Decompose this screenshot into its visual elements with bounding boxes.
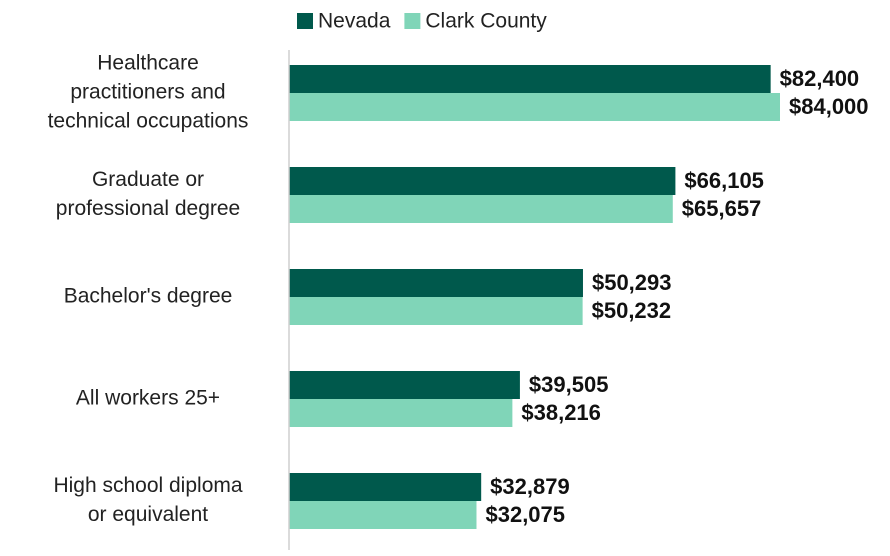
category-label: High school diploma bbox=[53, 474, 242, 497]
category-label: Bachelor's degree bbox=[64, 285, 233, 308]
legend-label: Clark County bbox=[425, 10, 547, 33]
category-label: All workers 25+ bbox=[76, 387, 220, 410]
category-label: Graduate or bbox=[92, 168, 204, 191]
category-label: professional degree bbox=[56, 197, 240, 220]
bar bbox=[289, 269, 583, 297]
value-label: $82,400 bbox=[780, 66, 860, 91]
value-label: $32,879 bbox=[490, 474, 570, 499]
value-label: $39,505 bbox=[529, 372, 609, 397]
category-label: practitioners and bbox=[70, 81, 225, 104]
bar bbox=[289, 399, 513, 427]
value-label: $65,657 bbox=[682, 196, 762, 221]
category-label: or equivalent bbox=[88, 503, 208, 526]
category-label: Healthcare bbox=[97, 52, 199, 75]
value-label: $66,105 bbox=[684, 168, 764, 193]
value-label: $50,232 bbox=[592, 298, 672, 323]
value-label: $50,293 bbox=[592, 270, 672, 295]
category-label: technical occupations bbox=[48, 110, 249, 133]
value-label: $32,075 bbox=[485, 502, 565, 527]
value-label: $84,000 bbox=[789, 94, 869, 119]
value-label: $38,216 bbox=[521, 400, 601, 425]
bar bbox=[289, 195, 673, 223]
bar bbox=[289, 65, 771, 93]
legend-swatch bbox=[297, 13, 313, 29]
bar bbox=[289, 167, 676, 195]
bar bbox=[289, 501, 477, 529]
bar bbox=[289, 371, 520, 399]
legend-label: Nevada bbox=[318, 10, 391, 33]
legend-swatch bbox=[404, 13, 421, 29]
bar bbox=[289, 473, 482, 501]
bar bbox=[289, 93, 780, 121]
bar bbox=[289, 297, 583, 325]
